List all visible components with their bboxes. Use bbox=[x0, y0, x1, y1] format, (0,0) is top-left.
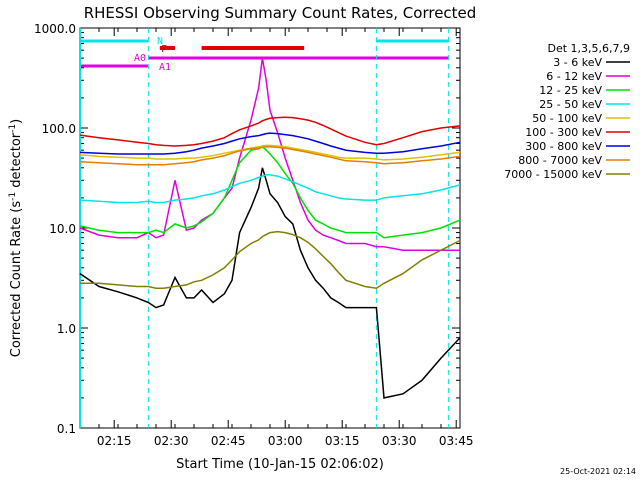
x-axis: 02:15 02:30 02:45 03:00 03:15 03:30 03:45 bbox=[79, 28, 474, 448]
x-tick-label: 03:45 bbox=[439, 434, 474, 448]
y-axis-label: Corrected Count Rate (s-1 detector-1) bbox=[8, 119, 24, 357]
series-line-1 bbox=[79, 57, 460, 251]
x-tick-label: 03:00 bbox=[268, 434, 303, 448]
flag-label-f: F bbox=[161, 44, 167, 55]
y-axis-label-main: Corrected Count Rate (s bbox=[9, 201, 24, 358]
series-line-6 bbox=[79, 132, 461, 155]
x-tick-label: 02:30 bbox=[154, 434, 189, 448]
legend-title: Det 1,3,5,6,7,9 bbox=[547, 42, 630, 55]
flag-bars: NF A0 A1 bbox=[80, 36, 449, 73]
x-tick-label: 03:15 bbox=[325, 434, 360, 448]
series-line-8 bbox=[80, 230, 461, 289]
series-line-4 bbox=[79, 144, 461, 161]
x-tick-label: 02:15 bbox=[97, 434, 132, 448]
legend-label: 800 - 7000 keV bbox=[518, 154, 602, 167]
y-tick-label: 1000.0 bbox=[34, 22, 76, 36]
legend-label: 300 - 800 keV bbox=[525, 140, 602, 153]
flag-label-a1: A1 bbox=[159, 62, 171, 73]
legend-label: 50 - 100 keV bbox=[532, 112, 602, 125]
x-tick-label: 02:45 bbox=[211, 434, 246, 448]
series-line-2 bbox=[79, 145, 461, 239]
legend-label: 3 - 6 keV bbox=[553, 56, 602, 69]
legend-label: 6 - 12 keV bbox=[546, 70, 602, 83]
vertical-markers bbox=[79, 28, 450, 428]
series-line-5 bbox=[79, 116, 461, 147]
legend-label: 7000 - 15000 keV bbox=[504, 168, 602, 181]
series-line-3 bbox=[79, 174, 461, 204]
flag-label-a0: A0 bbox=[134, 53, 146, 64]
series-lines bbox=[79, 57, 461, 399]
y-tick-label: 10.0 bbox=[49, 222, 76, 236]
y-axis-label-mid: detector bbox=[9, 132, 24, 192]
x-tick-label: 03:30 bbox=[382, 434, 417, 448]
x-axis-label: Start Time (10-Jan-15 02:06:02) bbox=[176, 457, 384, 472]
chart-title: RHESSI Observing Summary Count Rates, Co… bbox=[84, 4, 477, 22]
y-axis-label-sup1: -1 bbox=[8, 192, 18, 201]
y-tick-label: 1.0 bbox=[57, 322, 76, 336]
timestamp: 25-Oct-2021 02:14 bbox=[560, 467, 636, 476]
legend-label: 12 - 25 keV bbox=[539, 84, 602, 97]
series-line-7 bbox=[79, 145, 461, 166]
legend-label: 25 - 50 keV bbox=[539, 98, 602, 111]
y-axis-label-end: ) bbox=[9, 119, 24, 124]
y-axis: 0.1 1.0 10.0 100.0 1000.0 bbox=[34, 22, 460, 436]
y-axis-label-sup2: -1 bbox=[8, 124, 18, 133]
y-tick-label: 0.1 bbox=[57, 422, 76, 436]
y-tick-label: 100.0 bbox=[42, 122, 76, 136]
flag-label-n: N bbox=[157, 36, 163, 47]
legend-label: 100 - 300 keV bbox=[525, 126, 602, 139]
series-line-0 bbox=[79, 167, 461, 399]
